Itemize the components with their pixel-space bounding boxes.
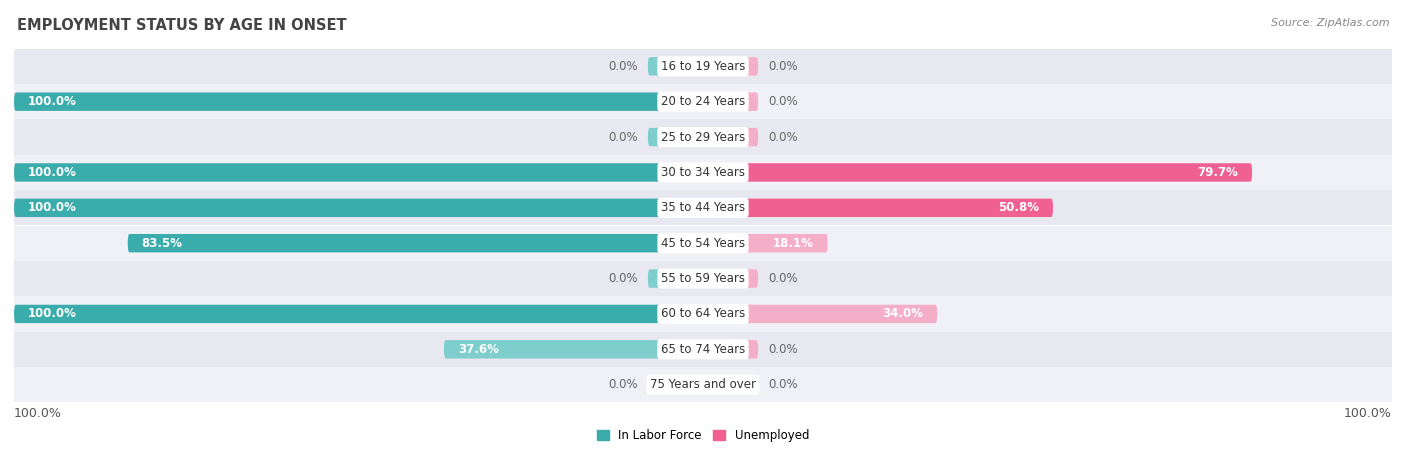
Text: 0.0%: 0.0% [769, 60, 799, 73]
Legend: In Labor Force, Unemployed: In Labor Force, Unemployed [592, 424, 814, 447]
FancyBboxPatch shape [703, 163, 1253, 182]
Bar [14, 226, 1392, 261]
FancyBboxPatch shape [14, 305, 703, 323]
Text: 100.0%: 100.0% [28, 201, 77, 214]
Bar [14, 190, 1392, 226]
Text: 0.0%: 0.0% [769, 378, 799, 391]
Text: 0.0%: 0.0% [769, 272, 799, 285]
Bar [14, 261, 1392, 296]
Bar [14, 367, 1392, 402]
FancyBboxPatch shape [648, 128, 703, 146]
FancyBboxPatch shape [14, 198, 703, 217]
Text: 55 to 59 Years: 55 to 59 Years [661, 272, 745, 285]
Bar [14, 84, 1392, 120]
FancyBboxPatch shape [703, 234, 828, 253]
FancyBboxPatch shape [703, 57, 758, 75]
Bar [14, 49, 1392, 84]
FancyBboxPatch shape [703, 340, 758, 359]
Text: 25 to 29 Years: 25 to 29 Years [661, 131, 745, 143]
FancyBboxPatch shape [14, 163, 703, 182]
Text: 75 Years and over: 75 Years and over [650, 378, 756, 391]
Bar [14, 296, 1392, 331]
FancyBboxPatch shape [648, 376, 703, 394]
FancyBboxPatch shape [648, 57, 703, 75]
FancyBboxPatch shape [703, 198, 1053, 217]
Text: 20 to 24 Years: 20 to 24 Years [661, 95, 745, 108]
Bar [14, 120, 1392, 155]
Text: 18.1%: 18.1% [773, 237, 814, 250]
Text: 30 to 34 Years: 30 to 34 Years [661, 166, 745, 179]
Text: 0.0%: 0.0% [769, 95, 799, 108]
Text: 16 to 19 Years: 16 to 19 Years [661, 60, 745, 73]
Text: 35 to 44 Years: 35 to 44 Years [661, 201, 745, 214]
Bar [14, 331, 1392, 367]
Text: 65 to 74 Years: 65 to 74 Years [661, 343, 745, 356]
Text: 0.0%: 0.0% [607, 272, 637, 285]
FancyBboxPatch shape [703, 305, 938, 323]
FancyBboxPatch shape [703, 376, 758, 394]
Text: 100.0%: 100.0% [28, 166, 77, 179]
Text: 83.5%: 83.5% [142, 237, 183, 250]
Text: 0.0%: 0.0% [769, 131, 799, 143]
FancyBboxPatch shape [703, 92, 758, 111]
Text: 100.0%: 100.0% [14, 407, 62, 419]
Text: 79.7%: 79.7% [1198, 166, 1239, 179]
Text: 45 to 54 Years: 45 to 54 Years [661, 237, 745, 250]
FancyBboxPatch shape [703, 128, 758, 146]
Text: 100.0%: 100.0% [28, 308, 77, 320]
FancyBboxPatch shape [128, 234, 703, 253]
Text: 100.0%: 100.0% [1344, 407, 1392, 419]
Text: 34.0%: 34.0% [883, 308, 924, 320]
Text: 50.8%: 50.8% [998, 201, 1039, 214]
Text: 37.6%: 37.6% [458, 343, 499, 356]
FancyBboxPatch shape [648, 269, 703, 288]
Text: 0.0%: 0.0% [607, 60, 637, 73]
FancyBboxPatch shape [14, 92, 703, 111]
Text: Source: ZipAtlas.com: Source: ZipAtlas.com [1271, 18, 1389, 28]
Text: 0.0%: 0.0% [607, 378, 637, 391]
Bar [14, 155, 1392, 190]
Text: 100.0%: 100.0% [28, 95, 77, 108]
Text: 60 to 64 Years: 60 to 64 Years [661, 308, 745, 320]
Text: 0.0%: 0.0% [769, 343, 799, 356]
Text: EMPLOYMENT STATUS BY AGE IN ONSET: EMPLOYMENT STATUS BY AGE IN ONSET [17, 18, 346, 33]
FancyBboxPatch shape [703, 269, 758, 288]
FancyBboxPatch shape [444, 340, 703, 359]
Text: 0.0%: 0.0% [607, 131, 637, 143]
